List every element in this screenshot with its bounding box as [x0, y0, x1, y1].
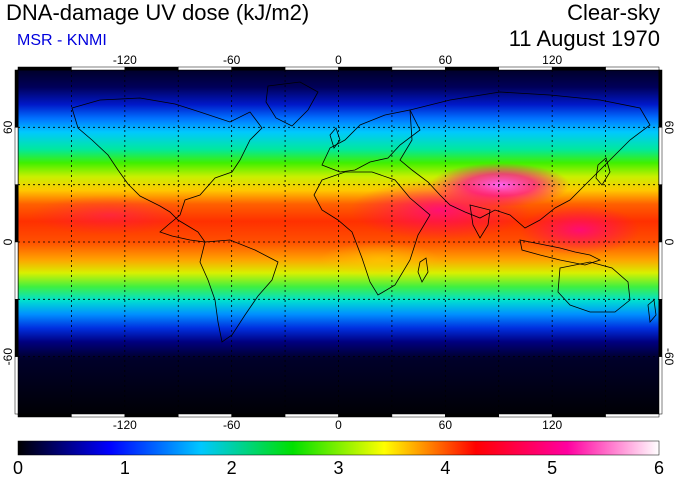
lon-tick-label-bottom: -120: [113, 418, 137, 432]
sky-condition-label: Clear-sky: [567, 0, 660, 25]
border-segment: [551, 66, 606, 71]
lon-tick-label-top: 60: [439, 53, 453, 67]
lon-tick-label-bottom: -60: [223, 418, 241, 432]
colorbar-tick-label: 1: [119, 458, 130, 478]
lon-tick-label-top: 0: [335, 53, 342, 67]
hotspot-pacific: [520, 205, 640, 255]
lon-tick-label-bottom: 60: [439, 418, 453, 432]
border-segment: [124, 66, 179, 71]
lon-tick-label-top: -60: [223, 53, 241, 67]
border-segment: [284, 66, 339, 71]
border-segment: [551, 413, 606, 418]
graticule: [18, 70, 659, 414]
lon-tick-label-bottom: 120: [542, 418, 562, 432]
axis-labels: -120 -120 -60 -60 0 0 60 60 120 120 60 60 0 0 -60 -60: [1, 53, 676, 432]
hotspot-mexico: [30, 195, 190, 235]
credit-label: MSR - KNMI: [17, 32, 107, 49]
border-segment: [17, 413, 72, 418]
colorbar-tick-label: 2: [226, 458, 237, 478]
border-segment: [658, 184, 663, 243]
border-segment: [605, 413, 660, 418]
border-segment: [124, 413, 179, 418]
border-segment: [71, 66, 126, 71]
colorbar-tick-label: 5: [547, 458, 558, 478]
lon-tick-label-top: 120: [542, 53, 562, 67]
border-segment: [498, 413, 553, 418]
border-segment: [14, 184, 19, 243]
colorbar: [17, 440, 660, 456]
border-segment: [658, 69, 663, 128]
lat-tick-label-right: -60: [662, 348, 676, 366]
colorbar-tick-label: 6: [653, 458, 665, 478]
border-segment: [17, 66, 72, 71]
lat-tick-label-left: 60: [1, 120, 15, 134]
border-segment: [231, 66, 286, 71]
border-segment: [338, 413, 393, 418]
border-segment: [14, 299, 19, 357]
lat-tick-label-right: 0: [662, 239, 676, 246]
hotspot-arabia: [350, 180, 530, 240]
colorbar-tick-label: 0: [12, 458, 24, 478]
border-segment: [658, 299, 663, 357]
lat-tick-label-left: -60: [1, 348, 15, 366]
lat-tick-label-right: 60: [662, 121, 676, 135]
border-segment: [658, 127, 663, 185]
lat-tick-label-left: 0: [1, 238, 15, 245]
border-segment: [605, 66, 660, 71]
colorbar-tick-label: 4: [440, 458, 451, 478]
border-segment: [338, 66, 393, 71]
colorbar-tick-label: 3: [333, 458, 344, 478]
border-segment: [14, 241, 19, 300]
coastlines: [71, 81, 657, 343]
border-segment: [498, 66, 553, 71]
map-border-ticks: [14, 66, 663, 418]
border-segment: [658, 241, 663, 300]
border-segment: [231, 413, 286, 418]
border-segment: [445, 66, 500, 71]
border-segment: [14, 127, 19, 185]
border-segment: [284, 413, 339, 418]
border-segment: [71, 413, 126, 418]
border-segment: [391, 413, 446, 418]
border-segment: [658, 356, 663, 415]
border-segment: [14, 356, 19, 415]
lon-tick-label-top: -120: [113, 53, 137, 67]
border-segment: [178, 66, 232, 71]
border-segment: [445, 413, 500, 418]
band-south-africa: [320, 242, 440, 278]
lon-tick-label-bottom: 0: [335, 418, 342, 432]
map-title: DNA-damage UV dose (kJ/m2): [6, 0, 310, 25]
date-label: 11 August 1970: [508, 26, 660, 51]
border-segment: [14, 69, 19, 128]
border-segment: [178, 413, 232, 418]
border-segment: [391, 66, 446, 71]
